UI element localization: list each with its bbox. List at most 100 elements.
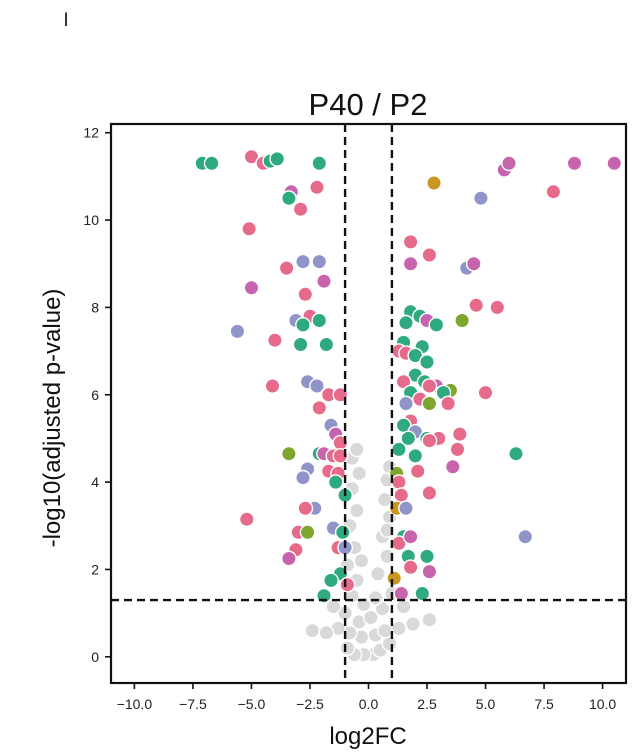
y-tick-label: 8 — [91, 299, 99, 315]
data-point — [426, 175, 442, 191]
data-point — [419, 548, 435, 565]
data-point — [402, 255, 419, 272]
points-layer — [194, 148, 623, 663]
data-point — [339, 576, 356, 593]
data-point — [402, 528, 419, 545]
y-axis: 0 2 4 6 8 10 12 — [83, 125, 111, 665]
data-point — [243, 148, 260, 165]
data-point — [376, 491, 393, 508]
data-point — [421, 395, 438, 412]
data-point — [407, 447, 424, 464]
y-axis-title: -log10(adjusted p-value) — [39, 289, 66, 548]
data-point — [440, 395, 456, 412]
data-point — [376, 622, 393, 639]
corner-label: l — [64, 10, 68, 30]
data-point — [402, 559, 419, 576]
data-point — [381, 635, 398, 652]
x-tick-label: 10.0 — [589, 696, 616, 712]
data-point — [367, 589, 384, 606]
data-point — [517, 528, 534, 545]
data-point — [297, 500, 314, 517]
data-point — [374, 600, 391, 617]
x-tick-label: 7.5 — [534, 696, 554, 712]
threshold-lines — [111, 124, 626, 683]
data-point — [323, 572, 339, 589]
data-point — [280, 445, 297, 462]
x-tick-label: −7.5 — [179, 696, 207, 712]
data-point — [339, 640, 356, 656]
data-point — [421, 432, 438, 449]
data-point — [508, 445, 524, 462]
chart-title: P40 / P2 — [309, 87, 428, 122]
data-point — [348, 502, 365, 519]
data-point — [299, 524, 316, 541]
data-point — [292, 201, 309, 218]
data-point — [395, 598, 412, 615]
data-point — [243, 279, 260, 296]
data-point — [269, 150, 286, 167]
data-point — [395, 373, 412, 390]
data-point — [309, 378, 325, 394]
data-point — [398, 395, 414, 412]
data-point — [545, 183, 562, 200]
data-point — [241, 220, 258, 237]
data-point — [465, 255, 482, 272]
data-point — [318, 336, 335, 353]
data-point — [400, 430, 417, 447]
data-point — [390, 620, 407, 637]
data-point — [264, 378, 281, 394]
x-axis: −10.0 −7.5 −5.0 −2.5 0.0 2.5 5.0 7.5 10.0 — [117, 683, 616, 712]
data-point — [295, 253, 311, 270]
data-point — [393, 487, 410, 504]
data-point — [327, 474, 344, 490]
data-point — [292, 336, 309, 353]
data-point — [477, 384, 494, 401]
data-point — [386, 570, 403, 587]
data-point — [229, 323, 246, 340]
x-tick-label: −5.0 — [238, 696, 266, 712]
data-point — [398, 314, 414, 331]
data-point — [409, 463, 426, 480]
data-point — [472, 190, 489, 207]
data-point — [353, 552, 370, 569]
data-point — [362, 609, 379, 626]
data-point — [238, 511, 255, 528]
data-point — [295, 316, 311, 333]
x-axis-title: log2FC — [329, 723, 406, 750]
data-point — [402, 233, 419, 250]
data-point — [334, 524, 351, 541]
data-point — [428, 316, 445, 333]
data-point — [407, 347, 424, 364]
data-point — [421, 378, 438, 394]
data-point — [278, 260, 295, 276]
data-point — [390, 441, 407, 458]
data-point — [311, 399, 328, 416]
x-tick-label: −2.5 — [296, 696, 324, 712]
data-point — [390, 474, 407, 490]
data-point — [318, 624, 335, 641]
x-tick-label: 5.0 — [476, 696, 496, 712]
data-point — [369, 565, 386, 582]
x-tick-label: 0.0 — [359, 696, 379, 712]
data-point — [421, 247, 438, 263]
data-point — [468, 297, 485, 314]
data-point — [311, 312, 328, 329]
data-point — [405, 616, 421, 632]
data-point — [398, 500, 414, 517]
data-point — [566, 155, 583, 172]
data-point — [309, 179, 325, 196]
data-point — [311, 155, 328, 172]
data-point — [606, 155, 623, 172]
x-tick-label: 2.5 — [417, 696, 437, 712]
data-point — [304, 622, 321, 639]
data-point — [454, 312, 470, 329]
data-point — [451, 426, 468, 442]
data-point — [449, 441, 466, 458]
data-point — [421, 485, 438, 501]
data-point — [295, 469, 311, 486]
y-tick-label: 10 — [83, 212, 99, 228]
y-tick-label: 6 — [91, 387, 99, 403]
data-point — [414, 585, 431, 602]
x-tick-label: −10.0 — [117, 696, 153, 712]
